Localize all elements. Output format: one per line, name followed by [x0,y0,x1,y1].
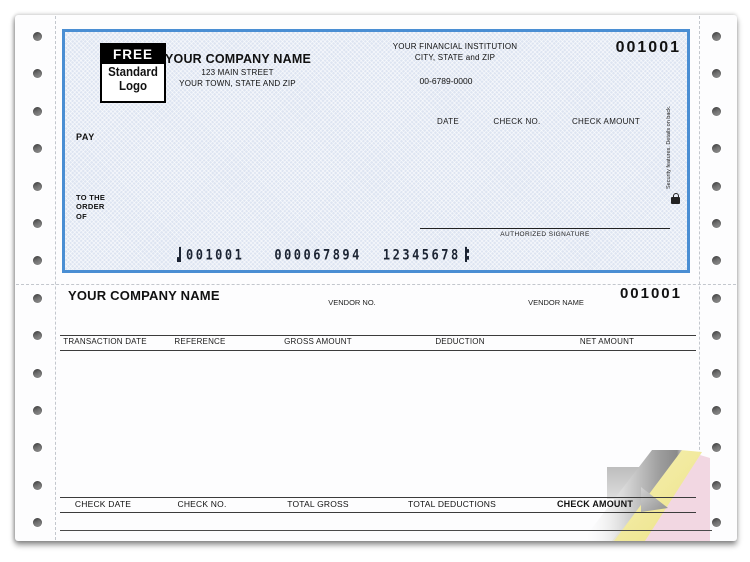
pin-feed-hole [33,406,42,415]
totals-row-top-rule [60,497,696,498]
logo-standard-text: Standard Logo [108,65,158,93]
pin-feed-hole [712,293,721,303]
totals-check-amount: CHECK AMOUNT [556,499,634,509]
pin-feed-hole [712,406,721,415]
pin-feed-hole [712,368,721,378]
payer-company-block: YOUR COMPANY NAME 123 MAIN STREET YOUR T… [165,52,312,88]
column-gross-amount: GROSS AMOUNT [284,337,352,346]
pin-feed-hole [712,518,721,528]
pin-feed-hole [33,69,42,79]
logo-free-text: FREE [102,45,164,64]
pin-feed-hole [33,106,42,116]
micr-onus-symbol [244,248,253,263]
check-no-label: CHECK NO. [493,117,541,126]
stub-check-number: 001001 [619,285,682,302]
date-label: DATE [437,117,459,126]
table-header-top-rule [60,335,696,336]
pin-feed-hole [33,144,42,154]
micr-check-number: 001001 [186,246,245,264]
totals-row-bottom-rule [60,512,696,513]
vendor-name-label: VENDOR NAME [528,298,584,307]
column-net-amount: NET AMOUNT [579,337,635,346]
bank-fraction-number: 00-6789-0000 [419,76,473,86]
micr-transit-symbol [265,248,274,263]
payer-address-line1: 123 MAIN STREET [201,68,274,77]
pin-feed-hole [33,256,42,266]
column-reference: REFERENCE [174,337,226,346]
pin-feed-hole [712,32,721,41]
to-the-order-of-label: TO THE ORDER OF [76,193,106,221]
pin-feed-hole [33,443,42,453]
micr-account-number: 12345678 [382,246,461,264]
tractor-feed-right [712,0,721,562]
pin-feed-hole [712,256,721,266]
perforation-line-check-stub [16,284,736,285]
pin-feed-hole [33,219,42,228]
perforation-line-right [699,16,700,540]
stub-company-name: YOUR COMPANY NAME [68,288,220,303]
pin-feed-hole [33,368,42,378]
totals-check-date: CHECK DATE [74,499,132,509]
column-deduction: DEDUCTION [435,337,485,346]
pin-feed-hole [33,32,42,41]
pin-feed-hole [712,480,721,490]
pin-feed-hole [712,219,721,228]
pin-feed-hole [712,144,721,154]
bank-city-state-zip: CITY, STATE and ZIP [414,53,496,63]
check-number: 001001 [615,39,681,56]
pin-feed-hole [33,293,42,303]
padlock-icon [671,193,680,204]
bank-name: YOUR FINANCIAL INSTITUTION [392,42,518,51]
totals-total-deductions: TOTAL DEDUCTIONS [407,499,497,509]
pin-feed-hole [712,331,721,341]
totals-total-gross: TOTAL GROSS [287,499,349,509]
totals-check-no: CHECK NO. [177,499,227,509]
pin-feed-hole [712,443,721,453]
perforation-line-left [55,16,56,540]
table-header-bottom-rule [60,350,696,351]
bank-block: YOUR FINANCIAL INSTITUTION CITY, STATE a… [385,41,525,63]
pin-feed-hole [33,181,42,191]
company-logo: FREE Standard Logo [100,43,166,103]
pin-feed-hole [712,69,721,79]
micr-transit-symbol [362,248,371,263]
check: FREE Standard Logo YOUR COMPANY NAME 123… [62,29,690,273]
check-amount-label: CHECK AMOUNT [571,117,641,126]
multipart-corner-peel [588,450,710,541]
signature-line [420,228,670,229]
payer-company-name: YOUR COMPANY NAME [165,52,312,66]
pin-feed-hole [712,106,721,116]
tractor-feed-left [33,0,42,562]
vendor-no-label: VENDOR NO. [328,298,376,307]
pin-feed-hole [33,518,42,528]
pay-label: PAY [76,132,95,142]
pin-feed-hole [33,480,42,490]
pin-feed-hole [33,331,42,341]
canary-copy-sheet [612,450,702,541]
authorized-signature-label: AUTHORIZED SIGNATURE [500,231,590,238]
security-features-note: Security features. Details on back. [666,105,672,189]
top-sheet-curl [588,450,682,541]
column-transaction-date: TRANSACTION DATE [63,337,147,346]
pin-feed-hole [712,181,721,191]
stub-bottom-rule [60,530,712,531]
payer-address-line2: YOUR TOWN, STATE AND ZIP [179,79,296,88]
folded-corner-tip [641,487,668,512]
micr-routing-number: 000067894 [274,246,362,264]
micr-line: 001001 000067894 12345678 [177,247,470,263]
